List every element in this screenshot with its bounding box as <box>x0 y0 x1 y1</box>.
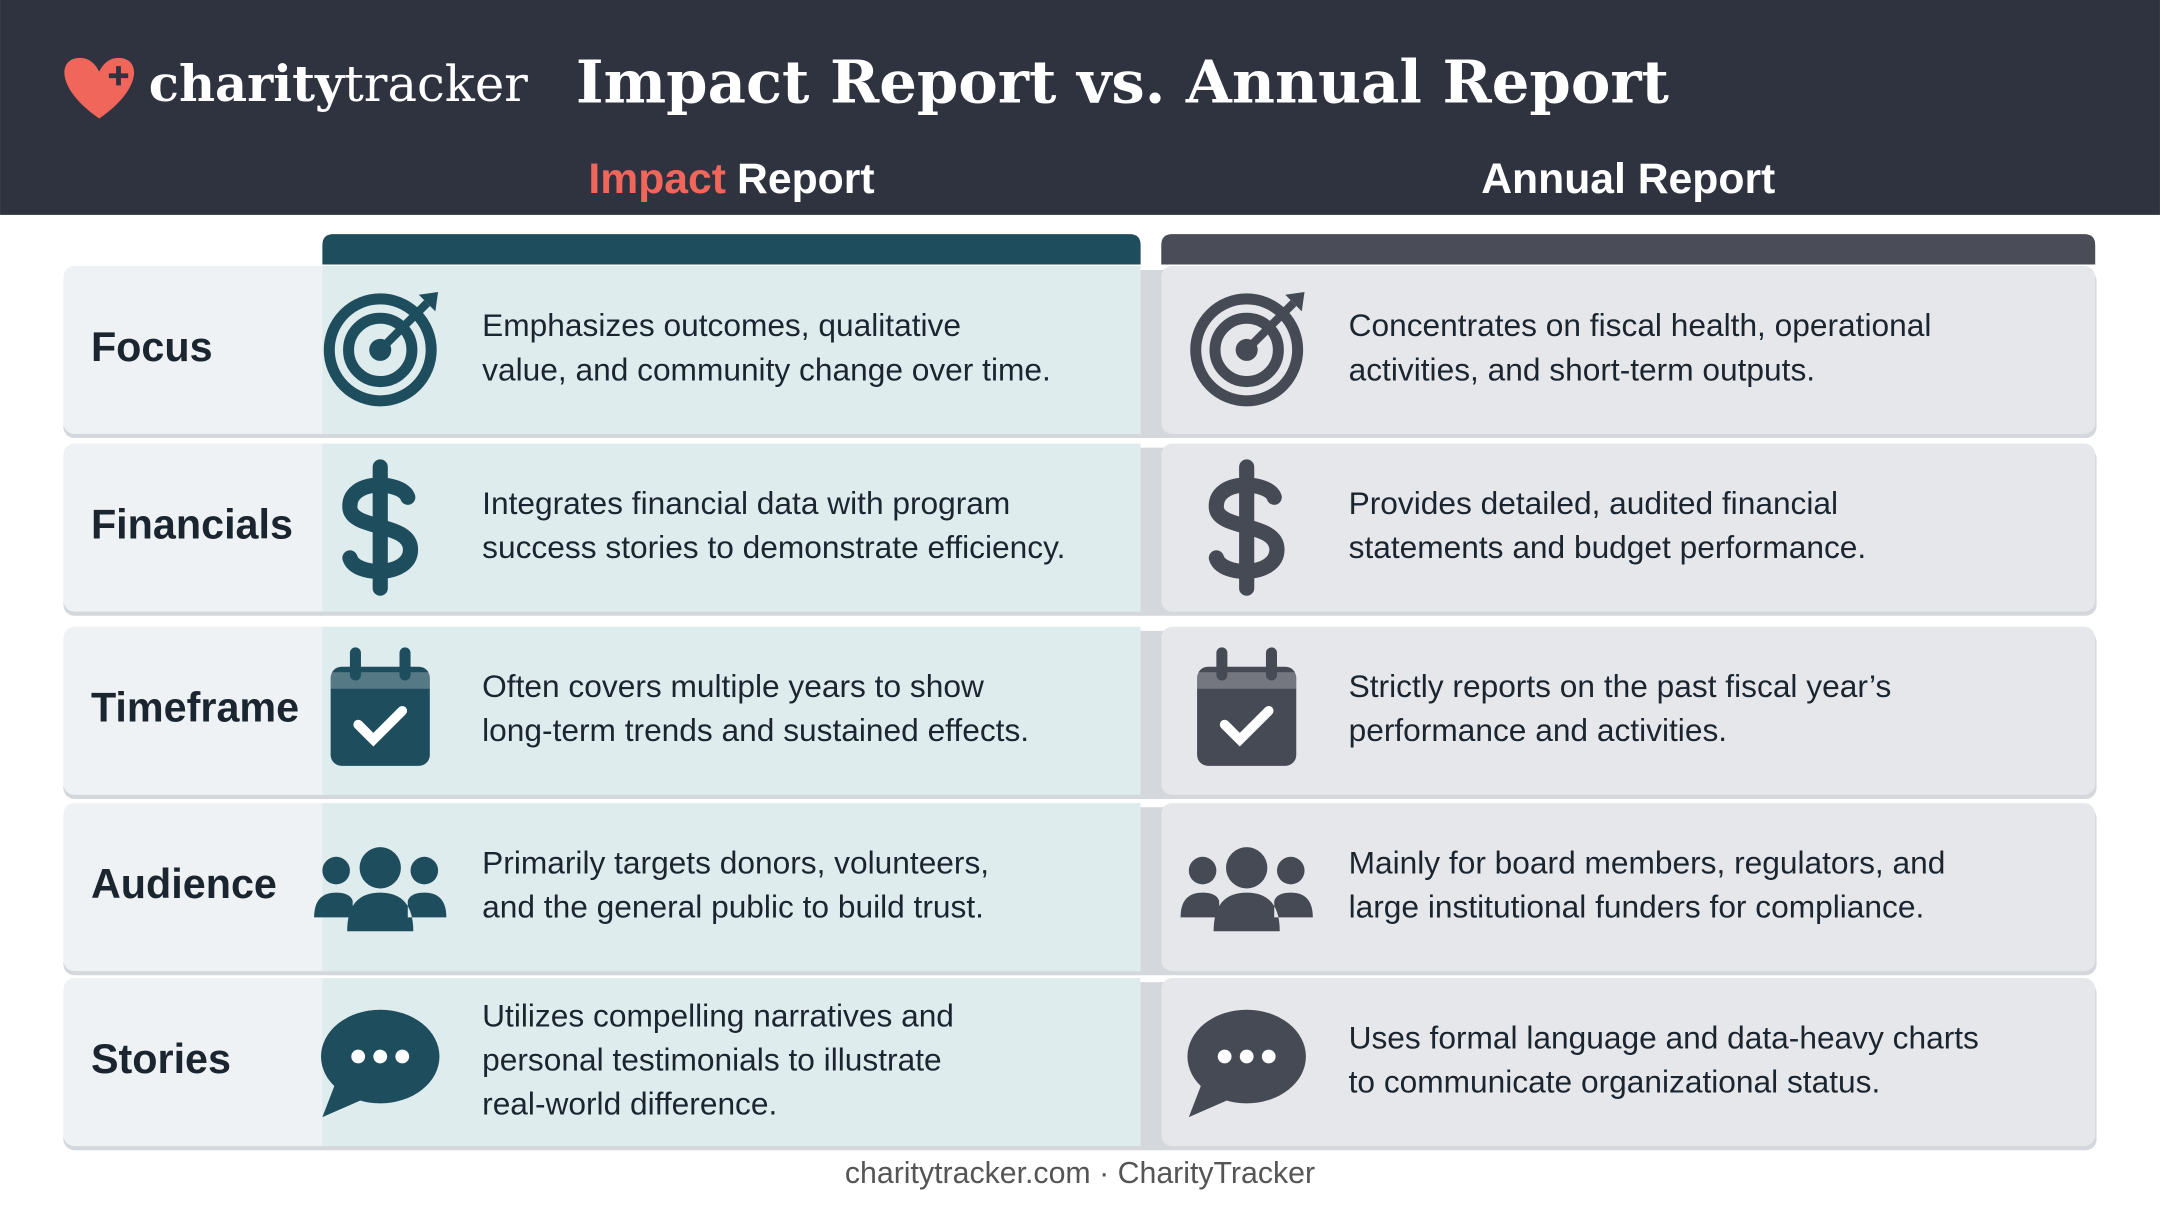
icon <box>323 292 439 407</box>
annual-text: Concentrates on fiscal health, operation… <box>1349 307 1932 343</box>
icon <box>1197 647 1297 766</box>
label-cell <box>63 443 339 612</box>
annual-text: activities, and short-term outputs. <box>1349 351 1815 387</box>
row-label: Audience <box>91 861 277 907</box>
impact-cell <box>322 978 1141 1147</box>
impact-bar <box>322 234 1141 265</box>
logo-plus <box>108 66 129 86</box>
bubble-dot <box>1239 1049 1254 1064</box>
row-label: Focus <box>91 324 213 370</box>
impact-highlight: Impact <box>588 155 726 203</box>
person <box>410 856 439 885</box>
header-band <box>0 0 2160 215</box>
icon <box>1180 847 1313 932</box>
annual-text: large institutional funders for complian… <box>1349 889 1925 925</box>
person <box>1226 847 1268 889</box>
icon <box>1190 292 1305 407</box>
impact-text: value, and community change over time. <box>482 351 1051 387</box>
dollar <box>342 459 419 596</box>
logo-text: charitytracker <box>149 54 528 113</box>
label-cell <box>63 265 339 434</box>
icon <box>320 1009 440 1118</box>
annual-text: statements and budget performance. <box>1349 529 1867 565</box>
target-ring <box>1209 312 1284 388</box>
calendar-check <box>353 705 408 747</box>
calendar-rings <box>1216 647 1277 681</box>
bubble-tail <box>1188 1081 1233 1118</box>
annual-cell <box>1161 803 2096 972</box>
person <box>1188 856 1217 885</box>
dollar <box>1208 459 1285 596</box>
label-cell <box>63 978 339 1147</box>
annual-text: to communicate organizational status. <box>1349 1063 1881 1099</box>
target-ring <box>343 312 418 388</box>
title: Impact Report vs. Annual Report <box>576 46 1670 116</box>
people-body <box>314 892 447 932</box>
impact-rest: Report <box>737 155 875 203</box>
icon <box>330 647 430 766</box>
impact-cell <box>322 265 1141 434</box>
annual-bar <box>1161 234 2096 265</box>
impact-text: Primarily targets donors, volunteers, <box>482 844 989 880</box>
bubble-dot <box>373 1049 388 1064</box>
row-label: Stories <box>91 1036 231 1082</box>
calendar-top <box>1197 672 1297 689</box>
bubble-dot <box>1217 1049 1232 1064</box>
icon <box>1187 1009 1306 1118</box>
label-cell <box>63 626 339 795</box>
annual-cell <box>1161 443 2096 612</box>
bubble-dot <box>395 1049 410 1064</box>
impact-text: success stories to demonstrate efficienc… <box>482 529 1065 565</box>
impact-header: Impact Report <box>588 155 874 203</box>
annual-header: Annual Report <box>1481 155 1775 203</box>
impact-text: and the general public to build trust. <box>482 889 984 925</box>
target-fletch <box>418 292 439 312</box>
row-label: Timeframe <box>91 685 299 731</box>
impact-cell <box>322 803 1141 972</box>
impact-text: personal testimonials to illustrate <box>482 1041 941 1077</box>
annual-cell <box>1161 978 2096 1147</box>
impact-cell <box>322 626 1141 795</box>
annual-text: Uses formal language and data-heavy char… <box>1349 1019 1979 1055</box>
person <box>1276 856 1305 885</box>
footer: charitytracker.com · CharityTracker <box>845 1157 1315 1190</box>
calendar-rings <box>349 647 411 681</box>
impact-text: real-world difference. <box>482 1086 777 1122</box>
annual-text: Mainly for board members, regulators, an… <box>1349 844 1946 880</box>
target-ring <box>1190 293 1304 407</box>
logo-light: tracker <box>344 55 528 113</box>
icon <box>1208 459 1285 596</box>
bubble-dot <box>1261 1049 1276 1064</box>
annual-cell <box>1161 626 2096 795</box>
impact-text: Emphasizes outcomes, qualitative <box>482 307 961 343</box>
impact-text: Integrates financial data with program <box>482 485 1010 521</box>
impact-text: Often covers multiple years to show <box>482 668 984 704</box>
logo-bold: charity <box>149 54 345 113</box>
target-fletch <box>1285 292 1305 312</box>
calendar-check <box>1219 705 1274 747</box>
calendar <box>330 666 430 766</box>
impact-cell <box>322 443 1141 612</box>
person <box>359 847 401 889</box>
calendar-top <box>330 672 430 689</box>
icon <box>314 847 447 932</box>
calendar <box>1197 666 1297 766</box>
icon <box>342 459 419 596</box>
target-ring <box>323 293 437 407</box>
row-label: Financials <box>91 502 293 548</box>
annual-text: performance and activities. <box>1349 712 1728 748</box>
impact-text: long-term trends and sustained effects. <box>482 712 1029 748</box>
bubble-tail <box>322 1081 367 1118</box>
annual-text: Strictly reports on the past fiscal year… <box>1349 668 1892 704</box>
label-cell <box>63 803 339 972</box>
people-body <box>1180 892 1313 932</box>
annual-text: Provides detailed, audited financial <box>1349 485 1838 521</box>
person <box>322 856 350 885</box>
target-arrow <box>1243 300 1297 353</box>
impact-text: Utilizes compelling narratives and <box>482 997 954 1033</box>
bubble-dot <box>351 1049 366 1064</box>
annual-cell <box>1161 265 2096 434</box>
target-arrow <box>377 300 430 353</box>
